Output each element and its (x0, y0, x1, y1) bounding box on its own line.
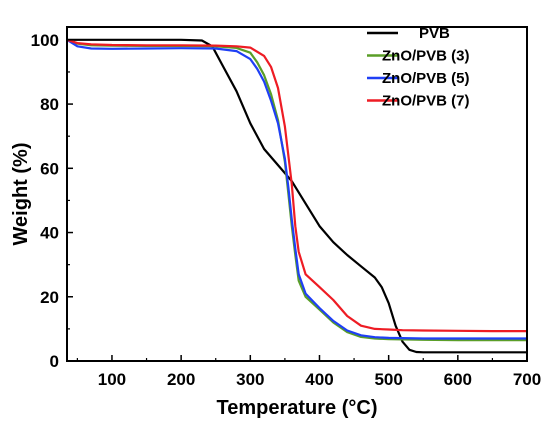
legend-label-2: ZnO/PVB (3) (382, 48, 470, 65)
x-tick-label: 100 (98, 370, 126, 389)
y-tick-label: 100 (31, 31, 59, 50)
y-tick-label: 80 (40, 95, 59, 114)
y-tick-label: 40 (40, 224, 59, 243)
x-tick-label: 600 (444, 370, 472, 389)
legend-label-3: ZnO/PVB (5) (382, 70, 470, 87)
x-tick-label: 400 (305, 370, 333, 389)
x-tick-label: 700 (513, 370, 541, 389)
y-tick-label: 20 (40, 288, 59, 307)
series-layer (67, 38, 527, 354)
y-axis-ticks: 0 20 40 60 80 100 (31, 31, 73, 371)
x-tick-label: 200 (167, 370, 195, 389)
x-tick-label: 300 (236, 370, 264, 389)
legend-label-1: PVB (419, 25, 450, 42)
series-line-4 (67, 38, 527, 333)
series-line-3 (67, 38, 527, 340)
legend-label-4: ZnO/PVB (7) (382, 93, 470, 110)
legend: PVB ZnO/PVB (3) ZnO/PVB (5) ZnO/PVB (7) (367, 25, 470, 110)
y-tick-label: 0 (50, 352, 59, 371)
x-axis-title: Temperature (°C) (217, 397, 378, 419)
y-tick-label: 60 (40, 159, 59, 178)
plot-frame (66, 26, 528, 362)
y-axis-title: Weight (%) (10, 143, 32, 246)
x-axis-ticks: 100 200 300 400 500 600 700 (76, 355, 541, 389)
x-tick-label: 500 (374, 370, 402, 389)
series-line-1 (67, 38, 527, 354)
